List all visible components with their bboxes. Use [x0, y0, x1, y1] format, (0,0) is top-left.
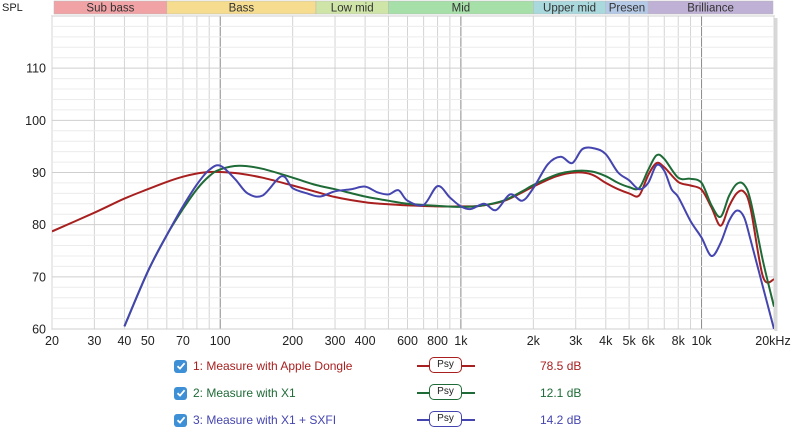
series-1-label: 1: Measure with Apple Dongle [193, 359, 353, 373]
frequency-bands: Sub bass Bass Low mid Mid Upper mid Presen Bri… [53, 0, 774, 15]
grid-lines [51, 15, 775, 330]
x-tick-label-6: 200 [282, 334, 303, 348]
band-label-6: Brilliance [687, 3, 734, 15]
legend-row-2: 2: Measure with X1 [174, 383, 296, 403]
x-tick-label-1: 30 [87, 334, 101, 348]
x-tick-label-12: 2k [527, 334, 541, 348]
series-3-offset: 14.2 dB [540, 413, 582, 427]
series-2-label: 2: Measure with X1 [193, 386, 296, 400]
x-tick-label-4: 70 [176, 334, 190, 348]
series-2-line [123, 153, 774, 327]
x-tick-label-9: 600 [397, 334, 418, 348]
series-1-offset: 78.5 dB [540, 359, 582, 373]
x-tick-label-5: 100 [210, 334, 231, 348]
series-3-filter[interactable]: Psy [417, 410, 475, 430]
y-axis-title: SPL [2, 2, 23, 14]
x-tick-label-11: 1k [454, 334, 468, 348]
series-1-filter-label: Psy [429, 357, 462, 373]
band-label-3: Mid [452, 3, 471, 15]
x-tick-label-7: 300 [325, 334, 346, 348]
x-tick-label-14: 4k [599, 334, 613, 348]
y-tick-labels: 60 70 80 90 100 110 [25, 62, 46, 337]
y-tick-label-2: 80 [32, 218, 46, 232]
y-tick-label-1: 70 [32, 270, 46, 284]
series-1-line [52, 161, 774, 284]
legend-row-3: 3: Measure with X1 + SXFI [174, 410, 336, 430]
y-tick-label-3: 90 [32, 166, 46, 180]
x-tick-label-18: 10k [691, 334, 712, 348]
x-tick-label-8: 400 [355, 334, 376, 348]
x-tick-label-3: 50 [141, 334, 155, 348]
x-tick-label-17: 8k [672, 334, 686, 348]
series-1-filter[interactable]: Psy [417, 356, 475, 376]
x-tick-labels: 20 30 40 50 70 100 200 300 400 600 800 1k 2k 3k 4k 5k 6k… [45, 334, 791, 348]
series-3-label: 3: Measure with X1 + SXFI [193, 413, 337, 427]
band-label-0: Sub bass [86, 3, 134, 15]
x-tick-label-0: 20 [45, 334, 59, 348]
band-label-2: Low mid [331, 3, 374, 15]
x-tick-label-10: 800 [427, 334, 448, 348]
series-3-checkbox[interactable] [174, 413, 187, 427]
series-3-line [123, 146, 774, 329]
series-1-checkbox[interactable] [174, 359, 187, 373]
x-tick-label-13: 3k [569, 334, 583, 348]
series-2-filter-label: Psy [429, 384, 462, 400]
y-tick-label-4: 100 [25, 114, 46, 128]
legend-row-1: 1: Measure with Apple Dongle [174, 356, 352, 376]
x-tick-label-19: 20kHz [755, 334, 790, 348]
response-curves [52, 146, 774, 329]
x-tick-label-16: 6k [642, 334, 656, 348]
checkmark-icon [176, 362, 185, 370]
band-label-1: Bass [229, 3, 255, 15]
band-label-5: Presen [609, 3, 645, 15]
series-2-filter[interactable]: Psy [417, 383, 475, 403]
band-label-4: Upper mid [543, 3, 596, 15]
y-tick-label-5: 110 [26, 62, 46, 76]
x-tick-label-15: 5k [623, 334, 637, 348]
band-6 [647, 0, 774, 15]
checkmark-icon [176, 416, 185, 424]
series-2-checkbox[interactable] [174, 386, 187, 400]
series-3-filter-label: Psy [429, 411, 462, 427]
series-2-offset: 12.1 dB [540, 386, 582, 400]
spl-chart: Sub bass Bass Low mid Mid Upper mid Presen Bri… [2, 0, 791, 348]
y-tick-label-0: 60 [32, 323, 46, 337]
x-tick-label-2: 40 [117, 334, 131, 348]
checkmark-icon [176, 389, 185, 397]
